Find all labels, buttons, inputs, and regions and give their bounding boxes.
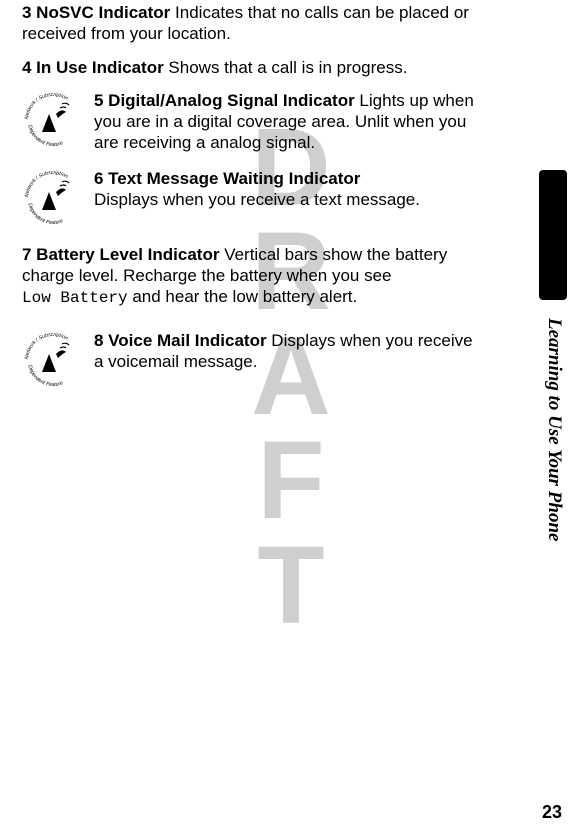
indicator-4: 4 In Use Indicator Shows that a call is … xyxy=(22,57,474,78)
indicator-3: 3 NoSVC Indicator Indicates that no call… xyxy=(22,2,474,45)
network-feature-icon: Network / Subscription Dependent Feature xyxy=(22,90,84,152)
svg-text:Network / Subscription: Network / Subscription xyxy=(24,332,69,360)
svg-text:Network / Subscription: Network / Subscription xyxy=(24,92,69,120)
page-number: 23 xyxy=(542,802,562,823)
indicator-5-title: 5 Digital/Analog Signal Indicator xyxy=(94,91,355,110)
indicator-8: 8 Voice Mail Indicator Displays when you… xyxy=(94,330,474,373)
indicator-6-desc: Displays when you receive a text message… xyxy=(94,190,420,209)
network-feature-icon: Network / Subscription Dependent Feature xyxy=(22,330,84,392)
indicator-3-title: 3 NoSVC Indicator xyxy=(22,3,170,22)
indicator-6-title: 6 Text Message Waiting Indicator xyxy=(94,169,360,188)
indicator-4-desc: Shows that a call is in progress. xyxy=(164,58,408,77)
page-content: 3 NoSVC Indicator Indicates that no call… xyxy=(0,0,510,392)
indicator-6: 6 Text Message Waiting Indicator Display… xyxy=(94,168,474,211)
indicator-7-desc-b: and hear the low battery alert. xyxy=(128,287,358,306)
indicator-4-title: 4 In Use Indicator xyxy=(22,58,164,77)
chapter-title-vertical: Learning to Use Your Phone xyxy=(543,318,565,541)
indicator-7: 7 Battery Level Indicator Vertical bars … xyxy=(22,244,474,309)
side-tab-black xyxy=(539,170,567,300)
indicator-5: 5 Digital/Analog Signal Indicator Lights… xyxy=(94,90,474,154)
indicator-8-row: Network / Subscription Dependent Feature… xyxy=(22,330,474,392)
low-battery-mono: Low Battery xyxy=(22,289,128,307)
indicator-8-title: 8 Voice Mail Indicator xyxy=(94,331,267,350)
indicator-6-row: Network / Subscription Dependent Feature… xyxy=(22,168,474,230)
indicator-5-row: Network / Subscription Dependent Feature… xyxy=(22,90,474,154)
svg-text:Network / Subscription: Network / Subscription xyxy=(24,169,69,197)
network-feature-icon: Network / Subscription Dependent Feature xyxy=(22,168,84,230)
indicator-7-title: 7 Battery Level Indicator xyxy=(22,245,219,264)
